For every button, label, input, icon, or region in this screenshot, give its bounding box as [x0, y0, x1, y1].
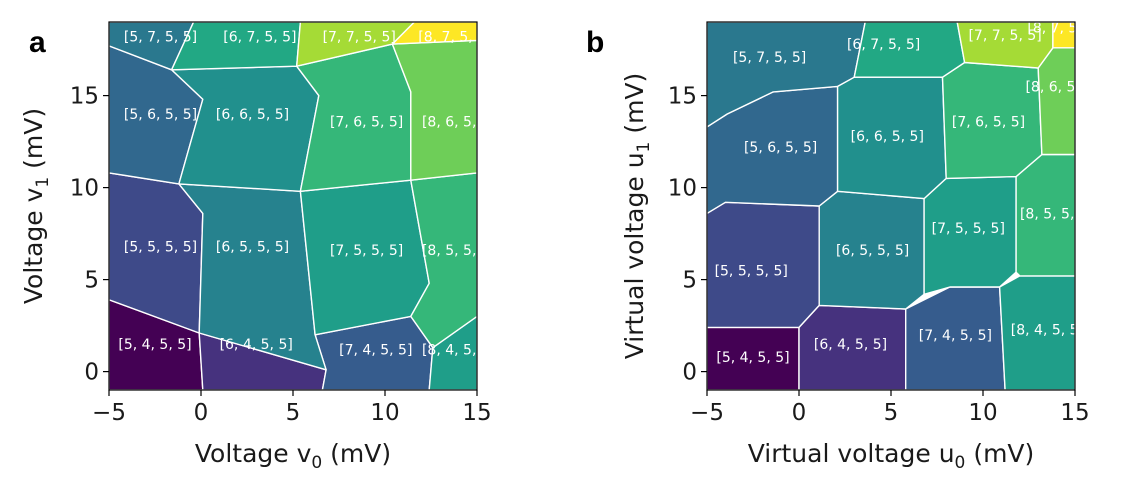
charge-region-a-7: [410, 172, 477, 349]
charge-label-b-0: [5, 4, 5, 5]: [716, 350, 789, 366]
panel-a-letter: a: [29, 26, 46, 59]
charge-label-a-3: [8, 4, 5, 5]: [422, 343, 495, 359]
charge-label-a-14: [7, 7, 5, 5]: [323, 30, 396, 46]
charge-label-b-5: [6, 5, 5, 5]: [836, 243, 909, 259]
charge-label-a-15: [8, 7, 5, 5]: [418, 30, 491, 46]
panel-a: a [5, 4, 5, 5] [6, 4, 5, 5] [7, 4, 5, 5] [8…: [19, 21, 495, 473]
charge-region-a-3: [428, 315, 477, 390]
panel-b-ticks: −5 0 5 10 15 0 5 10 15: [668, 84, 1090, 426]
ytick-label-a-1: 5: [84, 268, 99, 294]
charge-label-a-0: [5, 4, 5, 5]: [118, 337, 191, 353]
charge-label-b-9: [6, 6, 5, 5]: [851, 129, 924, 145]
charge-label-b-11: [8, 6, 5, 5]: [1025, 79, 1098, 95]
xtick-label-b-2: 5: [884, 400, 899, 426]
charge-label-b-2: [7, 4, 5, 5]: [919, 328, 992, 344]
charge-region-a-15: [391, 22, 477, 45]
panel-a-ticks: −5 0 5 10 15 0 5 10 15: [70, 84, 492, 426]
charge-region-b-12: [707, 22, 866, 128]
charge-region-a-13: [170, 22, 302, 71]
charge-label-a-11: [8, 6, 5, 5]: [422, 114, 495, 130]
panel-b-cell-labels: [5, 4, 5, 5] [6, 4, 5, 5] [7, 4, 5, 5] [8, …: [715, 21, 1100, 366]
panel-b-xlabel: Virtual voltage u0 (mV): [748, 439, 1035, 473]
xtick-label-b-4: 15: [1060, 400, 1089, 426]
charge-label-a-10: [7, 6, 5, 5]: [330, 114, 403, 130]
charge-label-a-8: [5, 6, 5, 5]: [124, 107, 197, 123]
panel-a-xlabel: Voltage v0 (mV): [195, 439, 391, 473]
panel-b-letter: b: [586, 26, 604, 59]
xtick-label-a-3: 10: [370, 400, 399, 426]
xtick-label-b-0: −5: [690, 400, 724, 426]
xtick-label-b-3: 10: [968, 400, 997, 426]
charge-region-a-14: [296, 22, 416, 67]
ytick-label-b-0: 0: [682, 360, 697, 386]
ytick-label-a-0: 0: [84, 360, 99, 386]
xtick-label-a-0: −5: [92, 400, 126, 426]
ytick-label-b-1: 5: [682, 268, 697, 294]
charge-label-b-3: [8, 4, 5, 5]: [1011, 322, 1084, 338]
charge-label-b-8: [5, 6, 5, 5]: [744, 140, 817, 156]
charge-region-b-11: [1037, 47, 1075, 156]
xtick-label-a-4: 15: [462, 400, 491, 426]
charge-label-a-5: [6, 5, 5, 5]: [216, 240, 289, 256]
charge-label-a-6: [7, 5, 5, 5]: [330, 243, 403, 259]
panel-a-ylabel: Voltage v1 (mV): [19, 108, 53, 304]
ytick-label-b-3: 15: [668, 84, 697, 110]
panel-a-regions: [109, 22, 477, 390]
charge-label-a-2: [7, 4, 5, 5]: [339, 343, 412, 359]
charge-label-b-4: [5, 5, 5, 5]: [715, 263, 788, 279]
ytick-label-a-3: 15: [70, 84, 99, 110]
xtick-label-a-2: 5: [286, 400, 301, 426]
charge-label-a-12: [5, 7, 5, 5]: [124, 30, 197, 46]
panel-b-ylabel: Virtual voltage u1 (mV): [620, 73, 654, 360]
charge-label-a-4: [5, 5, 5, 5]: [124, 240, 197, 256]
charge-label-b-12: [5, 7, 5, 5]: [733, 50, 806, 66]
panel-b: b [5, 4, 5, 5] [6, 4, 5, 5] [7, 4, 5, 5] [8…: [586, 21, 1100, 473]
charge-region-b-15: [1052, 22, 1075, 49]
charge-label-a-7: [8, 5, 5, 5]: [422, 243, 495, 259]
ytick-label-a-2: 10: [70, 176, 99, 202]
xtick-label-a-1: 0: [194, 400, 209, 426]
panel-a-cell-labels: [5, 4, 5, 5] [6, 4, 5, 5] [7, 4, 5, 5] [8, …: [118, 30, 495, 359]
charge-label-b-7: [8, 5, 5, 5]: [1020, 206, 1093, 222]
ytick-label-b-2: 10: [668, 176, 697, 202]
panel-b-regions: [707, 22, 1075, 390]
charge-label-b-10: [7, 6, 5, 5]: [952, 114, 1025, 130]
charge-label-b-6: [7, 5, 5, 5]: [932, 221, 1005, 237]
charge-label-b-14: [7, 7, 5, 5]: [968, 28, 1041, 44]
charge-label-b-13: [6, 7, 5, 5]: [847, 37, 920, 53]
charge-label-a-1: [6, 4, 5, 5]: [220, 337, 293, 353]
charge-label-b-15: [8, 7, 5, 5]: [1027, 21, 1100, 37]
charge-label-a-9: [6, 6, 5, 5]: [216, 107, 289, 123]
charge-region-a-12: [109, 22, 195, 71]
xtick-label-b-1: 0: [792, 400, 807, 426]
charge-label-a-13: [6, 7, 5, 5]: [223, 30, 296, 46]
charge-label-b-1: [6, 4, 5, 5]: [814, 337, 887, 353]
